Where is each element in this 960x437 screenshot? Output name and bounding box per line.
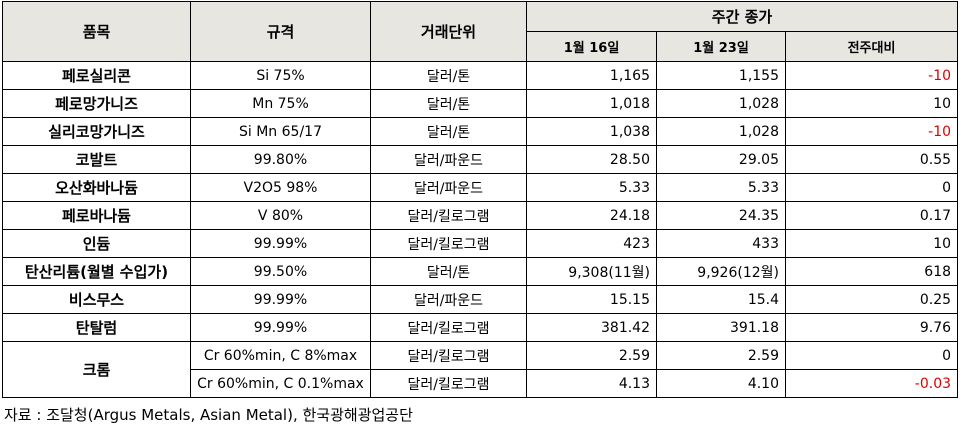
unit-cell: 달러/파운드 (370, 145, 527, 174)
price-cell: 9,308(11월) (526, 257, 657, 286)
price-cell: 2.59 (526, 341, 657, 370)
price-cell: 15.15 (526, 285, 657, 314)
price-cell: 1,038 (526, 117, 657, 146)
price-cell: 4.13 (526, 369, 657, 398)
price-cell: 1,155 (656, 61, 786, 90)
table-row: 비스무스 99.99% 달러/파운드 15.15 15.4 0.25 (2, 285, 959, 314)
price-cell: 24.18 (526, 201, 657, 230)
spec-cell: 99.80% (190, 145, 371, 174)
header-cell: 1월 16일 (526, 31, 657, 62)
change-cell: -10 (784, 117, 959, 146)
item-cell: 페로실리콘 (2, 61, 191, 90)
price-cell: 1,028 (656, 117, 786, 146)
unit-cell: 달러/파운드 (370, 285, 527, 314)
item-cell: 코발트 (2, 145, 191, 174)
item-cell: 비스무스 (2, 285, 191, 314)
unit-cell: 달러/톤 (370, 117, 527, 146)
unit-cell: 달러/킬로그램 (370, 341, 527, 370)
spec-cell: V 80% (190, 201, 371, 230)
spec-cell: 99.99% (190, 229, 371, 258)
item-cell: 크롬 (2, 341, 191, 398)
price-cell: 15.4 (656, 285, 786, 314)
header-cell: 규격 (190, 1, 371, 62)
change-cell: 0.25 (784, 285, 959, 314)
change-cell: 9.76 (784, 313, 959, 342)
unit-cell: 달러/톤 (370, 61, 527, 90)
table-row: 페로망가니즈 Mn 75% 달러/톤 1,018 1,028 10 (2, 89, 959, 118)
unit-cell: 달러/킬로그램 (370, 313, 527, 342)
spec-cell: 99.50% (190, 257, 371, 286)
item-cell: 페로바나듐 (2, 201, 191, 230)
change-cell: 10 (784, 229, 959, 258)
price-cell: 29.05 (656, 145, 786, 174)
item-cell: 페로망가니즈 (2, 89, 191, 118)
price-cell: 391.18 (656, 313, 786, 342)
change-cell: -0.03 (784, 369, 959, 398)
unit-cell: 달러/킬로그램 (370, 229, 527, 258)
spec-cell: Si 75% (190, 61, 371, 90)
table-row: 인듐 99.99% 달러/킬로그램 423 433 10 (2, 229, 959, 258)
spec-cell: 99.99% (190, 285, 371, 314)
change-cell: 0.17 (784, 201, 959, 230)
price-cell: 1,028 (656, 89, 786, 118)
unit-cell: 달러/킬로그램 (370, 201, 527, 230)
change-cell: 0 (784, 173, 959, 202)
change-cell: 10 (784, 89, 959, 118)
table-row: 코발트 99.80% 달러/파운드 28.50 29.05 0.55 (2, 145, 959, 174)
spec-cell: Cr 60%min, C 0.1%max (190, 369, 371, 398)
price-cell: 2.59 (656, 341, 786, 370)
header-cell: 품목 (2, 1, 191, 62)
price-table: 품목 규격 거래단위 주간 종가 1월 16일 1월 23일 전주대비 페로실리… (2, 1, 959, 398)
price-cell: 5.33 (656, 173, 786, 202)
table-row: 크롬 Cr 60%min, C 8%max 달러/킬로그램 2.59 2.59 0 (2, 341, 959, 398)
price-cell: 5.33 (526, 173, 657, 202)
change-cell: -10 (784, 61, 959, 90)
price-cell: 433 (656, 229, 786, 258)
change-cell: 0 (784, 341, 959, 370)
table-row: 실리코망가니즈 Si Mn 65/17 달러/톤 1,038 1,028 -10 (2, 117, 959, 146)
price-cell: 9,926(12월) (656, 257, 786, 286)
spec-cell: Si Mn 65/17 (190, 117, 371, 146)
unit-cell: 달러/킬로그램 (370, 369, 527, 398)
item-cell: 오산화바나듐 (2, 173, 191, 202)
item-cell: 탄산리튬(월별 수입가) (2, 257, 191, 286)
table-body: 페로실리콘 Si 75% 달러/톤 1,165 1,155 -10 페로망가니즈 Mn 75%… (2, 61, 959, 398)
header-cell: 거래단위 (370, 1, 527, 62)
unit-cell: 달러/톤 (370, 89, 527, 118)
spec-cell: V2O5 98% (190, 173, 371, 202)
unit-cell: 달러/톤 (370, 257, 527, 286)
header-cell: 전주대비 (784, 31, 959, 62)
spec-cell: Cr 60%min, C 8%max (190, 341, 371, 370)
change-cell: 618 (784, 257, 959, 286)
table-row: 탄산리튬(월별 수입가) 99.50% 달러/톤 9,308(11월) 9,926(12… (2, 257, 959, 286)
item-cell: 실리코망가니즈 (2, 117, 191, 146)
change-cell: 0.55 (784, 145, 959, 174)
table-row: Cr 60%min, C 0.1%max 달러/킬로그램 4.13 4.10 -0.03 (3, 369, 959, 398)
table-row: 페로바나듐 V 80% 달러/킬로그램 24.18 24.35 0.17 (2, 201, 959, 230)
price-cell: 24.35 (656, 201, 786, 230)
item-cell: 탄탈럼 (2, 313, 191, 342)
source-note: 자료 : 조달청(Argus Metals, Asian Metal), 한국광… (4, 406, 413, 424)
spec-cell: 99.99% (190, 313, 371, 342)
table-row: 탄탈럼 99.99% 달러/킬로그램 381.42 391.18 9.76 (2, 313, 959, 342)
price-cell: 1,018 (526, 89, 657, 118)
header-cell: 1월 23일 (656, 31, 786, 62)
table-row: 페로실리콘 Si 75% 달러/톤 1,165 1,155 -10 (2, 61, 959, 90)
item-cell: 인듐 (2, 229, 191, 258)
price-cell: 1,165 (526, 61, 657, 90)
spec-cell: Mn 75% (190, 89, 371, 118)
price-cell: 4.10 (656, 369, 786, 398)
table-row: 오산화바나듐 V2O5 98% 달러/파운드 5.33 5.33 0 (2, 173, 959, 202)
price-cell: 423 (526, 229, 657, 258)
price-cell: 28.50 (526, 145, 657, 174)
price-cell: 381.42 (526, 313, 657, 342)
header-cell: 주간 종가 (525, 1, 959, 32)
unit-cell: 달러/파운드 (370, 173, 527, 202)
